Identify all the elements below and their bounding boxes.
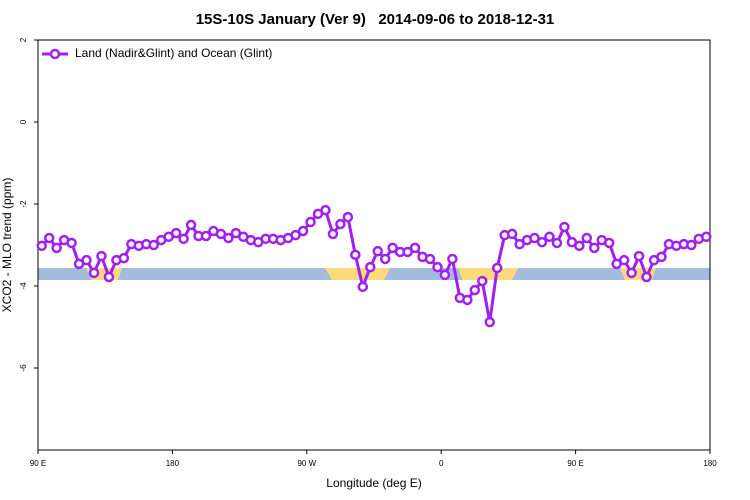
data-point [335, 218, 346, 230]
data-point [185, 219, 197, 231]
data-point [387, 242, 398, 254]
data-point [103, 271, 115, 283]
data-point [686, 239, 697, 251]
data-point [178, 233, 189, 245]
legend-marker [49, 48, 61, 60]
data-point [447, 253, 458, 265]
data-point [148, 239, 159, 251]
data-point [320, 204, 331, 216]
data-point [365, 261, 376, 273]
data-point [506, 228, 518, 240]
data-point [170, 227, 182, 239]
data-point [88, 267, 100, 279]
data-point [409, 242, 421, 254]
data-point [297, 225, 309, 237]
data-point [551, 237, 563, 249]
data-point [350, 249, 361, 261]
data-point [656, 251, 667, 263]
data-point [641, 271, 652, 283]
y-tick-label: 2 [19, 37, 28, 42]
x-tick-label: 90 E [567, 459, 583, 468]
y-axis-label: XCO2 - MLO trend (ppm) [0, 178, 14, 313]
data-point [51, 242, 62, 254]
data-point [559, 221, 570, 233]
data-point [432, 261, 443, 273]
data-point [529, 232, 540, 244]
data-point [290, 229, 301, 241]
data-point [43, 232, 55, 244]
data-point [536, 236, 548, 248]
data-point [200, 230, 212, 242]
x-tick-label: 90 E [30, 459, 46, 468]
x-axis-label: Longitude (deg E) [326, 476, 421, 490]
y-tick-label: 0 [19, 119, 28, 124]
data-point [372, 245, 383, 257]
land-ocean-strip [38, 268, 710, 280]
data-point [96, 250, 107, 262]
x-tick-label: 0 [439, 459, 444, 468]
x-tick-label: 180 [166, 459, 180, 468]
data-point [469, 284, 481, 296]
data-point [118, 252, 130, 264]
data-point [424, 253, 436, 265]
data-point [574, 240, 585, 252]
x-tick-label: 90 W [297, 459, 316, 468]
data-point [701, 231, 712, 243]
data-point [379, 253, 391, 265]
data-point [603, 237, 615, 249]
data-point [626, 267, 637, 279]
legend: Land (Nadir&Glint) and Ocean (Glint) [42, 46, 272, 60]
data-point [477, 275, 488, 287]
legend-label: Land (Nadir&Glint) and Ocean (Glint) [75, 46, 272, 60]
data-point [223, 232, 234, 244]
data-point [581, 232, 593, 244]
data-point [544, 231, 555, 243]
data-point [66, 237, 77, 249]
data-point [514, 238, 525, 250]
data-point [36, 240, 47, 252]
data-point [491, 262, 503, 274]
chart-title: 15S-10S January (Ver 9) 2014-09-06 to 20… [196, 11, 555, 28]
data-point [81, 254, 92, 266]
data-point [462, 294, 473, 306]
data-point [618, 254, 630, 266]
data-point [327, 228, 339, 240]
x-tick-label: 180 [703, 459, 717, 468]
data-point [305, 216, 316, 228]
data-point [589, 242, 600, 254]
data-point [215, 228, 227, 240]
data-point [357, 281, 369, 293]
y-tick-label: -4 [19, 282, 28, 290]
data-point [633, 250, 645, 262]
y-tick-label: -2 [19, 200, 28, 208]
data-point [439, 269, 451, 281]
data-point [484, 316, 495, 328]
data-point [402, 246, 413, 258]
y-tick-label: -6 [19, 364, 28, 372]
data-point [342, 211, 354, 223]
